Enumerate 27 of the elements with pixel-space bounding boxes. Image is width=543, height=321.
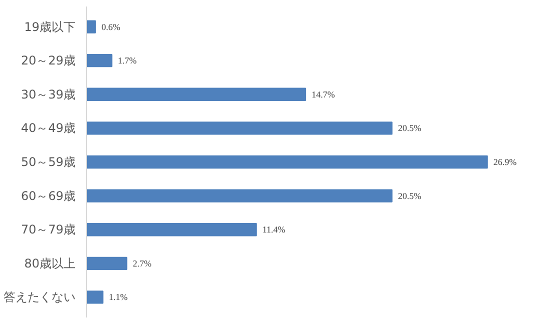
bar xyxy=(86,290,104,304)
bar xyxy=(86,20,96,34)
y-tick-label: 70～79歳 xyxy=(20,222,76,237)
y-tick-label: 60～69歳 xyxy=(20,188,76,203)
data-label: 2.7% xyxy=(132,258,152,268)
data-label: 0.6% xyxy=(101,22,121,32)
y-tick-label: 80歳以上 xyxy=(24,256,76,270)
data-label: 20.5% xyxy=(398,123,422,134)
data-label: 1.7% xyxy=(118,56,138,66)
y-tick-label: 40～49歳 xyxy=(20,121,76,136)
data-label: 11.4% xyxy=(262,224,286,235)
bar xyxy=(86,155,488,169)
y-tick-label: 20～29歳 xyxy=(20,54,76,68)
bar xyxy=(86,88,306,101)
y-tick-label: 答えたくない xyxy=(4,290,76,304)
data-label: 20.5% xyxy=(398,190,422,201)
data-label: 14.7% xyxy=(312,89,336,100)
y-tick-label: 50～59歳 xyxy=(20,155,76,169)
y-tick-label: 30～39歳 xyxy=(20,87,76,102)
bar xyxy=(86,54,112,68)
bar xyxy=(86,122,393,135)
data-label: 1.1% xyxy=(108,292,128,302)
bar xyxy=(86,189,393,202)
bar xyxy=(86,256,128,270)
data-label: 26.9% xyxy=(493,157,518,167)
y-tick-label: 19歳以下 xyxy=(24,20,76,34)
bar xyxy=(86,223,257,236)
